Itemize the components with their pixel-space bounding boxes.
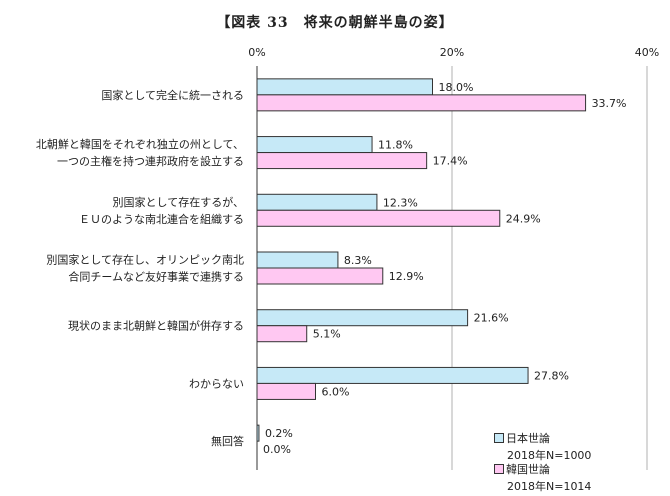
bar (256, 325, 308, 343)
bar (256, 382, 316, 400)
category-label: 別国家として存在するが、 (113, 195, 244, 209)
data-label: 21.6% (474, 312, 509, 325)
data-label: 0.0% (263, 443, 291, 456)
category-label: 現状のまま北朝鮮と韓国が併存する (68, 319, 244, 333)
bar (256, 193, 378, 211)
legend-swatch-korea (494, 464, 504, 474)
bar (256, 136, 373, 154)
legend-entry-korea: 韓国世論 (494, 461, 550, 477)
bar (256, 209, 501, 227)
bar (256, 309, 469, 327)
tick-label: 0% (248, 46, 265, 59)
data-label: 33.7% (592, 97, 627, 110)
category-label: 国家として完全に統一される (101, 88, 244, 102)
data-label: 18.0% (439, 81, 474, 94)
data-label: 6.0% (322, 385, 350, 398)
data-label: 12.3% (383, 196, 418, 209)
bar (256, 152, 428, 170)
category-label: わからない (189, 377, 244, 390)
legend-sample-japan: 2018年N=1000 (507, 449, 592, 462)
data-label: 12.9% (389, 270, 424, 283)
data-label: 17.4% (433, 155, 468, 168)
data-label: 8.3% (344, 254, 372, 267)
legend-label-japan: 日本世論 (506, 432, 550, 445)
tick-label: 20% (440, 46, 464, 59)
category-label: ＥＵのような南北連合を組織する (79, 212, 244, 226)
chart-title: 【図表 33 将来の朝鮮半島の姿】 (216, 15, 454, 31)
data-label: 27.8% (534, 369, 569, 382)
category-label: 一つの主権を持つ連邦政府を設立する (57, 154, 244, 168)
category-label: 無回答 (211, 434, 244, 448)
bar (256, 78, 433, 96)
bar (256, 251, 339, 269)
data-label: 24.9% (506, 212, 541, 225)
bar (256, 94, 587, 112)
legend-label-korea: 韓国世論 (506, 463, 550, 476)
category-label: 別国家として存在し、オリンピック南北 (46, 253, 244, 267)
category-label: 合同チームなど友好事業で連携する (68, 270, 244, 284)
bar (256, 267, 384, 285)
category-label: 北朝鮮と韓国をそれぞれ独立の州として、 (36, 137, 244, 151)
legend-entry-japan: 日本世論 (494, 430, 550, 446)
bar (256, 366, 529, 384)
data-label: 11.8% (378, 139, 413, 152)
legend-sample-korea: 2018年N=1014 (507, 480, 592, 493)
data-label: 5.1% (313, 328, 341, 341)
data-label: 0.2% (265, 427, 293, 440)
tick-label: 40% (635, 46, 659, 59)
legend-swatch-japan (494, 433, 504, 443)
